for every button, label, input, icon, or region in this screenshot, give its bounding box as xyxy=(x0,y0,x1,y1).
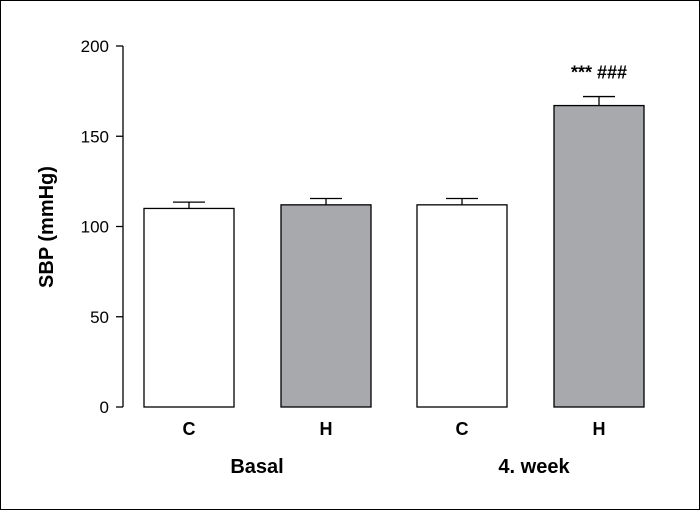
group-label: 4. week xyxy=(498,456,570,478)
y-axis-label: SBP (mmHg) xyxy=(36,166,58,288)
y-tick-label: 200 xyxy=(81,37,109,56)
significance-annotation: *** ### xyxy=(571,63,627,83)
bar xyxy=(280,204,372,408)
y-tick-label: 0 xyxy=(100,398,109,417)
y-tick-label: 50 xyxy=(90,308,109,327)
y-tick-label: 100 xyxy=(81,218,109,237)
x-tick-label: H xyxy=(593,419,606,439)
bar xyxy=(553,104,645,408)
bars: *** ### xyxy=(143,63,645,408)
x-tick-label: C xyxy=(456,419,469,439)
x-tick-label: H xyxy=(320,419,333,439)
y-tick-label: 150 xyxy=(81,127,109,146)
bar xyxy=(416,204,508,408)
x-axis: C H C H Basal 4. week xyxy=(183,419,606,478)
bar xyxy=(143,207,235,408)
x-tick-label: C xyxy=(183,419,196,439)
y-axis: 0 50 100 150 200 xyxy=(81,37,124,417)
group-label: Basal xyxy=(230,456,283,478)
